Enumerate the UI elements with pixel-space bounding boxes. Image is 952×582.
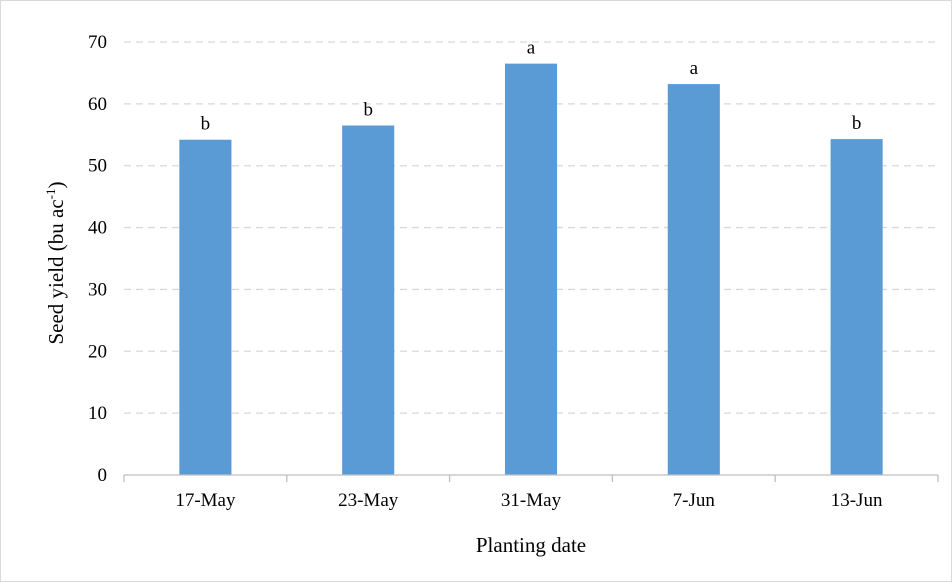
y-tick-label: 10 [88, 403, 107, 424]
x-axis-title: Planting date [476, 533, 586, 557]
y-tick-label: 70 [88, 32, 107, 53]
bar-7-jun [667, 84, 720, 475]
significance-letter: a [527, 38, 536, 59]
data-labels: b b a a b [201, 38, 862, 135]
y-tick-label: 20 [88, 341, 107, 362]
bar-17-may [179, 139, 232, 475]
y-tick-label: 30 [88, 279, 107, 300]
y-axis-title-superscript: -1 [43, 188, 58, 199]
y-tick-label: 50 [88, 156, 107, 177]
y-axis-title: Seed yield (bu ac-1) [43, 181, 68, 344]
gridlines [124, 41, 938, 414]
x-tick-label: 7-Jun [673, 490, 716, 511]
bar-31-may [504, 63, 558, 476]
x-tick-label: 23-May [338, 490, 399, 511]
y-tick-label: 0 [98, 465, 108, 486]
x-tick-label: 31-May [501, 490, 562, 511]
y-axis-title-main: Seed yield (bu ac [44, 199, 68, 344]
bars [179, 63, 883, 476]
x-tick-label: 13-Jun [831, 490, 883, 511]
axes: 0 10 20 30 40 50 60 70 17-May 23-May 31-May 7-Jun 13… [88, 32, 939, 511]
significance-letter: b [201, 114, 211, 135]
x-tick-label: 17-May [175, 490, 236, 511]
y-axis-title-suffix: ) [44, 181, 68, 188]
bar-23-may [342, 125, 395, 475]
significance-letter: b [363, 100, 373, 121]
significance-letter: b [852, 113, 862, 134]
y-tick-label: 60 [88, 94, 107, 115]
significance-letter: a [690, 58, 699, 79]
bar-13-jun [830, 139, 883, 475]
y-tick-label: 40 [88, 218, 107, 239]
